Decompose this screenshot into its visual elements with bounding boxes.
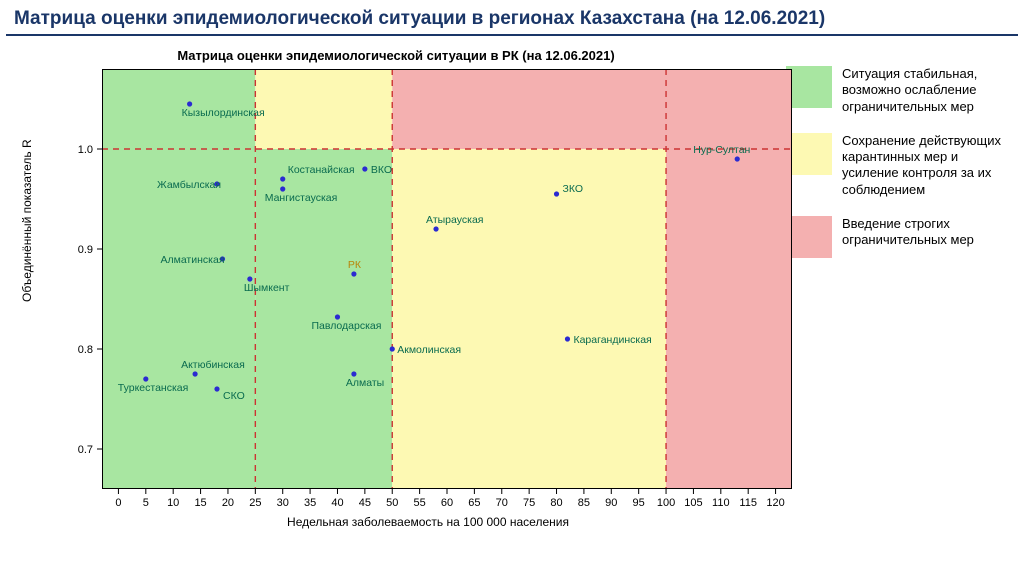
svg-text:95: 95	[633, 497, 645, 509]
svg-text:85: 85	[578, 497, 590, 509]
svg-text:Туркестанская: Туркестанская	[118, 382, 189, 394]
chart-area: Матрица оценки эпидемиологической ситуац…	[6, 42, 786, 529]
svg-text:70: 70	[496, 497, 508, 509]
legend-text: Ситуация стабильная, возможно ослабление…	[842, 66, 1016, 115]
svg-text:25: 25	[249, 497, 261, 509]
svg-text:5: 5	[143, 497, 149, 509]
svg-text:Мангистауская: Мангистауская	[265, 192, 338, 204]
legend-swatch	[786, 133, 832, 175]
svg-text:80: 80	[550, 497, 562, 509]
legend-item: Сохранение действующих карантинных мер и…	[786, 133, 1016, 198]
svg-text:0.9: 0.9	[78, 244, 93, 256]
svg-text:Костанайская: Костанайская	[288, 164, 355, 176]
svg-text:90: 90	[605, 497, 617, 509]
svg-text:120: 120	[766, 497, 784, 509]
svg-text:40: 40	[331, 497, 343, 509]
svg-text:50: 50	[386, 497, 398, 509]
legend-text: Сохранение действующих карантинных мер и…	[842, 133, 1016, 198]
svg-text:55: 55	[413, 497, 425, 509]
svg-text:Павлодарская: Павлодарская	[311, 320, 381, 332]
svg-text:100: 100	[657, 497, 675, 509]
legend-text: Введение строгих ограничительных мер	[842, 216, 1016, 249]
legend-swatch	[786, 216, 832, 258]
svg-text:Акмолинская: Акмолинская	[397, 344, 461, 356]
svg-text:Кызылординская: Кызылординская	[182, 107, 265, 119]
svg-text:15: 15	[194, 497, 206, 509]
svg-text:10: 10	[167, 497, 179, 509]
content: Матрица оценки эпидемиологической ситуац…	[0, 42, 1024, 529]
svg-text:105: 105	[684, 497, 702, 509]
page-title: Матрица оценки эпидемиологической ситуац…	[0, 0, 1024, 34]
svg-text:115: 115	[739, 497, 757, 509]
svg-text:ЗКО: ЗКО	[563, 183, 584, 195]
svg-text:Алматинская: Алматинская	[160, 254, 224, 266]
svg-text:Атырауская: Атырауская	[426, 214, 483, 226]
x-axis-label: Недельная заболеваемость на 100 000 насе…	[70, 515, 786, 529]
svg-text:20: 20	[222, 497, 234, 509]
svg-text:Жамбылская: Жамбылская	[157, 179, 221, 191]
svg-text:35: 35	[304, 497, 316, 509]
svg-text:Шымкент: Шымкент	[244, 282, 290, 294]
legend-item: Введение строгих ограничительных мер	[786, 216, 1016, 258]
title-underline	[6, 34, 1018, 36]
svg-text:60: 60	[441, 497, 453, 509]
svg-text:45: 45	[359, 497, 371, 509]
svg-text:0.8: 0.8	[78, 344, 93, 356]
svg-text:65: 65	[468, 497, 480, 509]
svg-text:Актюбинская: Актюбинская	[181, 359, 245, 371]
svg-text:ВКО: ВКО	[371, 164, 392, 176]
y-axis-label: Объединённый показатель R	[20, 139, 34, 302]
svg-text:Алматы: Алматы	[346, 377, 384, 389]
legend: Ситуация стабильная, возможно ослабление…	[786, 42, 1016, 529]
svg-text:Карагандинская: Карагандинская	[573, 334, 651, 346]
svg-text:0.7: 0.7	[78, 444, 93, 456]
scatter-plot: 0 5 10 15 20 25 30 35 40 45 50 55 60 65 70 75 80 85 90 95 10…	[70, 69, 792, 511]
svg-text:1.0: 1.0	[78, 144, 93, 156]
chart-title: Матрица оценки эпидемиологической ситуац…	[6, 48, 786, 63]
svg-text:0: 0	[115, 497, 121, 509]
legend-item: Ситуация стабильная, возможно ослабление…	[786, 66, 1016, 115]
svg-text:30: 30	[277, 497, 289, 509]
svg-text:Нур-Султан: Нур-Султан	[693, 144, 750, 156]
legend-swatch	[786, 66, 832, 108]
svg-text:110: 110	[712, 497, 730, 509]
svg-text:75: 75	[523, 497, 535, 509]
svg-text:РК: РК	[348, 259, 362, 271]
svg-text:СКО: СКО	[223, 390, 245, 402]
